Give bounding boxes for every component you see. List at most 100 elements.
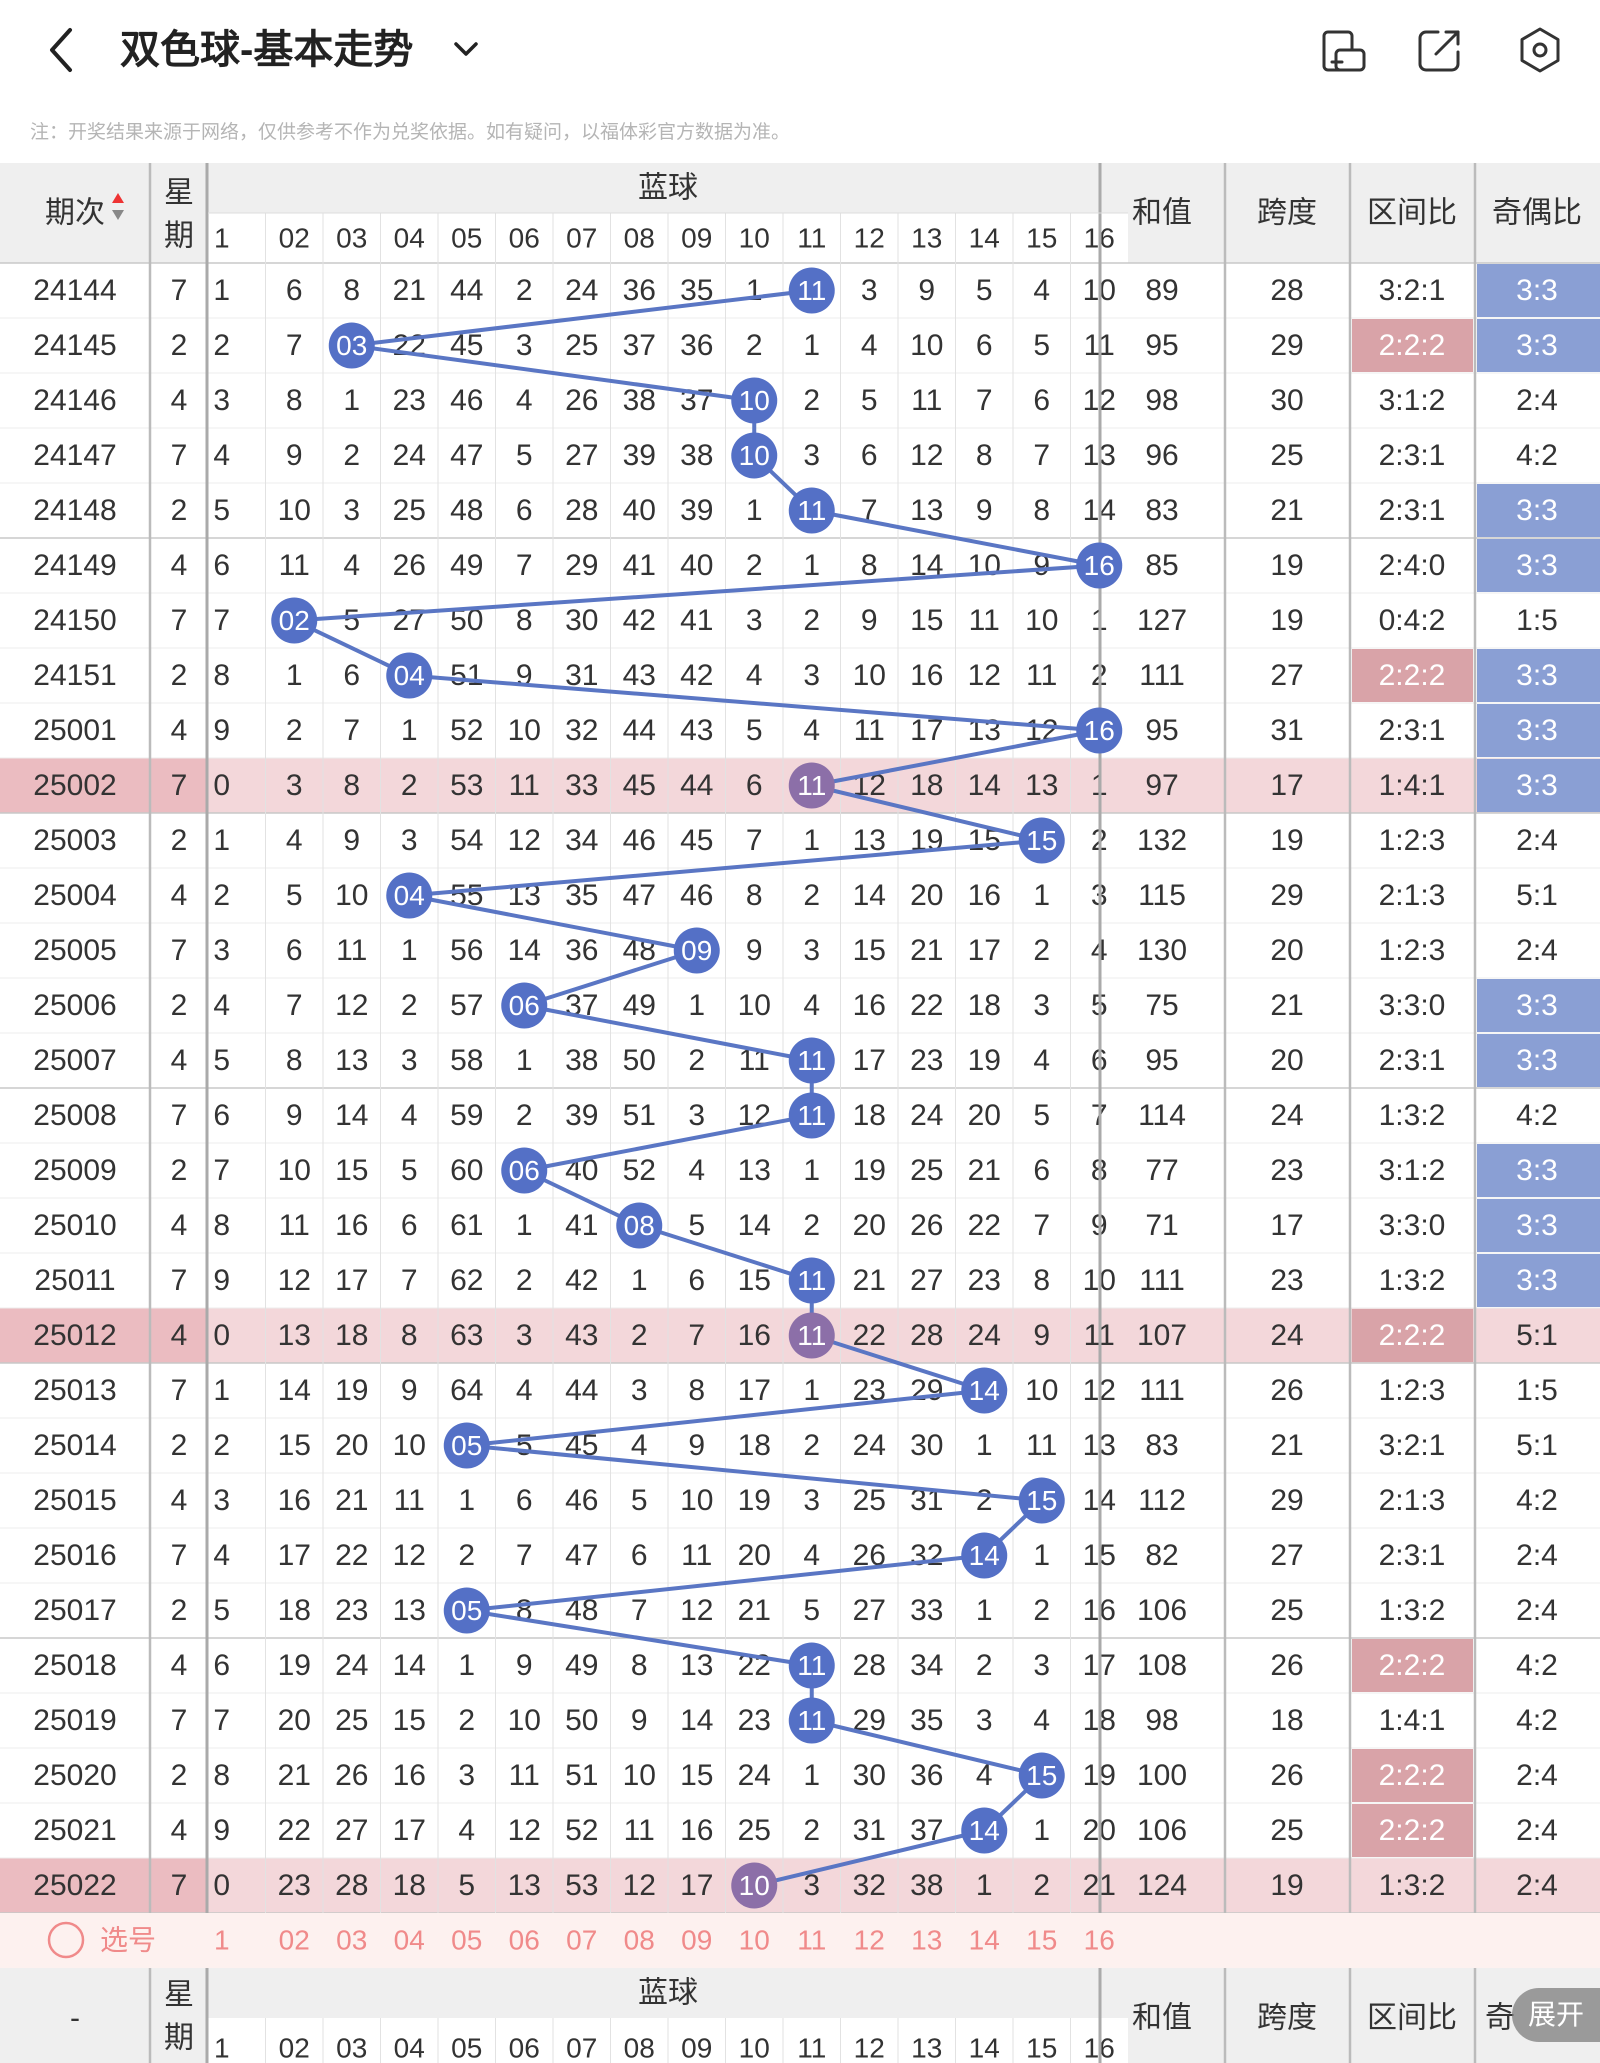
- blue-ball-hit[interactable]: 10: [731, 1862, 778, 1909]
- blue-ball-hit[interactable]: 02: [271, 597, 318, 644]
- blue-ball-hit[interactable]: 11: [788, 1642, 835, 1689]
- table-row[interactable]: [1352, 1639, 1473, 1692]
- ball-miss-cell: 3: [213, 384, 230, 417]
- ball-miss-cell: 10: [623, 1759, 656, 1792]
- settings-hexagon-icon[interactable]: [1512, 22, 1568, 78]
- ball-miss-cell: 25: [393, 494, 426, 527]
- ball-miss-cell: 1: [746, 274, 763, 307]
- blue-ball-hit[interactable]: 15: [1018, 817, 1065, 864]
- sort-down-icon[interactable]: [112, 210, 124, 220]
- table-row[interactable]: [1352, 649, 1600, 702]
- odd-even-highlight: [1477, 264, 1600, 317]
- ball-circle: [788, 762, 835, 809]
- odd-even-cell: 4:2: [1516, 439, 1558, 472]
- table-row[interactable]: [1477, 1034, 1600, 1087]
- blue-ball-hit[interactable]: 11: [788, 1697, 835, 1744]
- ball-miss-cell: 4: [213, 1539, 230, 1572]
- blue-ball-hit[interactable]: 14: [961, 1807, 1008, 1854]
- blue-ball-hit[interactable]: 11: [788, 1312, 835, 1359]
- header-period: 期次: [45, 197, 105, 230]
- weekday-cell: 4: [171, 1484, 188, 1517]
- table-row[interactable]: [1477, 484, 1600, 537]
- blue-ball-hit[interactable]: 09: [673, 927, 720, 974]
- ball-miss-cell: 3: [631, 1374, 648, 1407]
- blue-ball-hit[interactable]: 11: [788, 1037, 835, 1084]
- ball-miss-cell: 2: [213, 879, 230, 912]
- blue-ball-hit[interactable]: 14: [961, 1532, 1008, 1579]
- blue-ball-hit[interactable]: 04: [386, 652, 433, 699]
- chevron-down-icon[interactable]: [448, 28, 484, 68]
- ball-miss-cell: 27: [565, 439, 598, 472]
- ball-miss-cell: 13: [508, 1869, 541, 1902]
- table-row[interactable]: [0, 1858, 1600, 1913]
- span-cell: 21: [1270, 494, 1303, 527]
- blue-ball-hit[interactable]: 06: [501, 982, 548, 1029]
- table-row[interactable]: [1352, 1804, 1473, 1857]
- phone-rotate-icon[interactable]: [1316, 22, 1372, 78]
- blue-ball-hit[interactable]: 16: [1076, 707, 1123, 754]
- ball-miss-cell: 17: [680, 1869, 713, 1902]
- ball-miss-cell: 37: [623, 329, 656, 362]
- table-row[interactable]: [1477, 1144, 1600, 1197]
- blue-ball-hit[interactable]: 11: [788, 487, 835, 534]
- zone-ratio-cell: 2:1:3: [1379, 879, 1446, 912]
- blue-ball-hit[interactable]: 10: [731, 377, 778, 424]
- ball-circle: [731, 377, 778, 424]
- ball-miss-cell: 5: [976, 274, 993, 307]
- ball-miss-cell: 4: [213, 989, 230, 1022]
- back-arrow-icon[interactable]: [40, 22, 80, 78]
- blue-ball-hit[interactable]: 08: [616, 1202, 663, 1249]
- blue-ball-hit[interactable]: 05: [443, 1422, 490, 1469]
- ball-miss-cell: 4: [1033, 1704, 1050, 1737]
- ball-miss-cell: 3: [516, 1319, 533, 1352]
- sort-up-icon[interactable]: [112, 193, 124, 203]
- zone-ratio-cell: 2:3:1: [1379, 1539, 1446, 1572]
- ball-miss-cell: 2: [1033, 1869, 1050, 1902]
- span-cell: 24: [1270, 1099, 1303, 1132]
- table-row[interactable]: [1477, 979, 1600, 1032]
- table-row[interactable]: [1477, 264, 1600, 317]
- ball-miss-cell: 4: [1033, 1044, 1050, 1077]
- blue-ball-hit[interactable]: 11: [788, 762, 835, 809]
- ball-miss-cell: 49: [623, 989, 656, 1022]
- page-title[interactable]: 双色球-基本走势: [120, 28, 414, 72]
- ball-number: 11: [797, 1705, 826, 1736]
- table-row[interactable]: [1477, 704, 1600, 757]
- table-row[interactable]: [1352, 319, 1600, 372]
- ball-number: 11: [797, 1320, 826, 1351]
- blue-ball-hit[interactable]: 15: [1018, 1752, 1065, 1799]
- blue-ball-hit[interactable]: 10: [731, 432, 778, 479]
- ball-miss-cell: 47: [450, 439, 483, 472]
- blue-ball-hit[interactable]: 15: [1018, 1477, 1065, 1524]
- blue-ball-hit[interactable]: 03: [328, 322, 375, 369]
- blue-ball-hit[interactable]: 11: [788, 1257, 835, 1304]
- sum-cell: 75: [1145, 989, 1178, 1022]
- select-radio-icon[interactable]: [47, 1921, 85, 1959]
- blue-ball-hit[interactable]: 06: [501, 1147, 548, 1194]
- odd-even-cell: 3:3: [1516, 494, 1558, 527]
- blue-ball-hit[interactable]: 11: [788, 1092, 835, 1139]
- table-row[interactable]: [1352, 1749, 1473, 1802]
- ball-miss-cell: 42: [680, 659, 713, 692]
- table-row[interactable]: [1477, 1254, 1600, 1307]
- ball-miss-cell: 1: [458, 1484, 475, 1517]
- table-row[interactable]: [1477, 539, 1600, 592]
- period-cell: 25009: [33, 1154, 116, 1187]
- blue-ball-hit[interactable]: 14: [961, 1367, 1008, 1414]
- share-icon[interactable]: [1412, 22, 1468, 78]
- select-ball-10: 10: [739, 1925, 770, 1956]
- expand-button[interactable]: 展开: [1512, 1988, 1600, 2042]
- blue-ball-hit[interactable]: 05: [443, 1587, 490, 1634]
- header-col-1: 1: [214, 223, 230, 254]
- weekday-cell: 2: [171, 659, 188, 692]
- table-row[interactable]: [1477, 1199, 1600, 1252]
- blue-ball-hit[interactable]: 04: [386, 872, 433, 919]
- period-cell: 25020: [33, 1759, 116, 1792]
- sum-cell: 114: [1138, 1099, 1186, 1132]
- ball-miss-cell: 15: [393, 1704, 426, 1737]
- footer-col-15: 15: [1026, 2033, 1057, 2063]
- blue-ball-hit[interactable]: 16: [1076, 542, 1123, 589]
- blue-ball-hit[interactable]: 11: [788, 267, 835, 314]
- ball-miss-cell: 5: [213, 1044, 230, 1077]
